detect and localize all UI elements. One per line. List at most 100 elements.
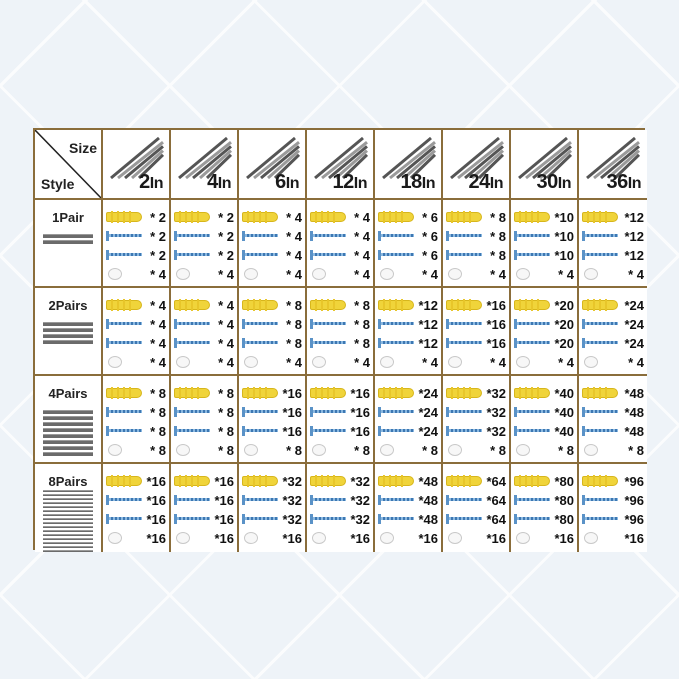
hardware-line: * 4	[582, 353, 644, 371]
size-length-label: 36In	[607, 171, 642, 194]
size-unit: In	[217, 175, 232, 192]
quantity: *80	[554, 492, 574, 508]
cap-icon	[380, 356, 394, 368]
bar	[43, 502, 93, 504]
hardware-line: * 2	[106, 246, 166, 264]
cap-icon	[176, 356, 190, 368]
quantity: *48	[418, 473, 438, 489]
bar	[43, 514, 93, 516]
hardware-line: *32	[242, 510, 302, 528]
screw-icon	[378, 426, 414, 436]
quantity: *40	[554, 385, 574, 401]
size-header-2in: 2In	[103, 130, 171, 200]
cap-icon	[244, 532, 258, 544]
quantity: * 8	[150, 423, 166, 439]
quantity: * 4	[218, 354, 234, 370]
quantity: *12	[418, 316, 438, 332]
anchor-icon	[514, 475, 550, 487]
hardware-cell: *32 *32 *32 * 8	[443, 376, 511, 464]
screw-icon	[310, 426, 346, 436]
bar	[43, 550, 93, 552]
screw-icon	[446, 514, 482, 524]
quantity: *64	[486, 492, 506, 508]
quantity: * 8	[286, 316, 302, 332]
anchor-icon	[106, 387, 142, 399]
cap-icon	[312, 268, 326, 280]
screw-icon	[378, 319, 414, 329]
hardware-cell: * 8 * 8 * 8 * 8	[171, 376, 239, 464]
quantity: * 8	[490, 442, 506, 458]
screw-icon	[174, 495, 210, 505]
screw-icon	[174, 250, 210, 260]
quantity: * 8	[218, 385, 234, 401]
hardware-line: * 8	[310, 296, 370, 314]
cap-icon	[380, 268, 394, 280]
hardware-line: *10	[514, 246, 574, 264]
quantity: * 4	[354, 247, 370, 263]
anchor-icon	[242, 211, 278, 223]
hardware-line: * 6	[378, 246, 438, 264]
rods-illustration	[246, 136, 301, 180]
bar	[43, 410, 93, 414]
hardware-cell: *16 *16 *16 * 8	[307, 376, 375, 464]
hardware-line: *16	[106, 491, 166, 509]
quantity: *48	[624, 423, 644, 439]
hardware-cell: *10 *10 *10 * 4	[511, 200, 579, 288]
hardware-line: * 2	[174, 246, 234, 264]
hardware-line: *16	[242, 384, 302, 402]
size-unit: In	[149, 175, 164, 192]
bar	[43, 240, 93, 244]
screw-icon	[446, 231, 482, 241]
hardware-line: * 4	[310, 208, 370, 226]
anchor-icon	[514, 299, 550, 311]
hardware-line: *16	[310, 529, 370, 547]
hardware-line: * 8	[106, 403, 166, 421]
quantity: *12	[624, 209, 644, 225]
quantity: *64	[486, 473, 506, 489]
hardware-line: * 8	[106, 441, 166, 459]
hardware-cell: * 8 * 8 * 8 * 4	[239, 288, 307, 376]
quantity: *96	[624, 492, 644, 508]
quantity: * 8	[354, 297, 370, 313]
bar	[43, 518, 93, 520]
quantity: *10	[554, 228, 574, 244]
hardware-line: *96	[582, 510, 644, 528]
hardware-line: * 4	[310, 353, 370, 371]
size-unit: In	[353, 175, 368, 192]
hardware-cell: *16 *16 *16 * 8	[239, 376, 307, 464]
quantity: * 8	[490, 209, 506, 225]
size-number: 12	[332, 171, 355, 193]
quantity: * 4	[286, 209, 302, 225]
screw-icon	[242, 495, 278, 505]
quantity: *48	[418, 492, 438, 508]
cap-icon	[448, 356, 462, 368]
quantity: * 4	[150, 335, 166, 351]
hardware-line: *12	[378, 334, 438, 352]
rods-illustration	[178, 136, 233, 180]
hardware-cell: *16 *16 *16 *16	[103, 464, 171, 552]
bars-illustration	[43, 490, 93, 552]
screw-icon	[446, 319, 482, 329]
quantity: *40	[554, 423, 574, 439]
hardware-line: * 8	[174, 403, 234, 421]
quantity: * 8	[354, 442, 370, 458]
quantity: *24	[418, 404, 438, 420]
screw-icon	[310, 407, 346, 417]
anchor-icon	[514, 387, 550, 399]
hardware-line: * 2	[106, 208, 166, 226]
anchor-icon	[174, 387, 210, 399]
bar	[43, 526, 93, 528]
hardware-cell: *24 *24 *24 * 8	[375, 376, 443, 464]
hardware-line: *20	[514, 315, 574, 333]
bar	[43, 542, 93, 544]
hardware-line: * 8	[242, 315, 302, 333]
anchor-icon	[446, 387, 482, 399]
bars-illustration	[43, 408, 93, 458]
quantity: * 4	[354, 228, 370, 244]
screw-icon	[378, 514, 414, 524]
hardware-line: *10	[514, 208, 574, 226]
quantity: *20	[554, 316, 574, 332]
screw-icon	[106, 250, 142, 260]
pairs-label: 1Pair	[52, 210, 84, 225]
quantity: *16	[214, 511, 234, 527]
